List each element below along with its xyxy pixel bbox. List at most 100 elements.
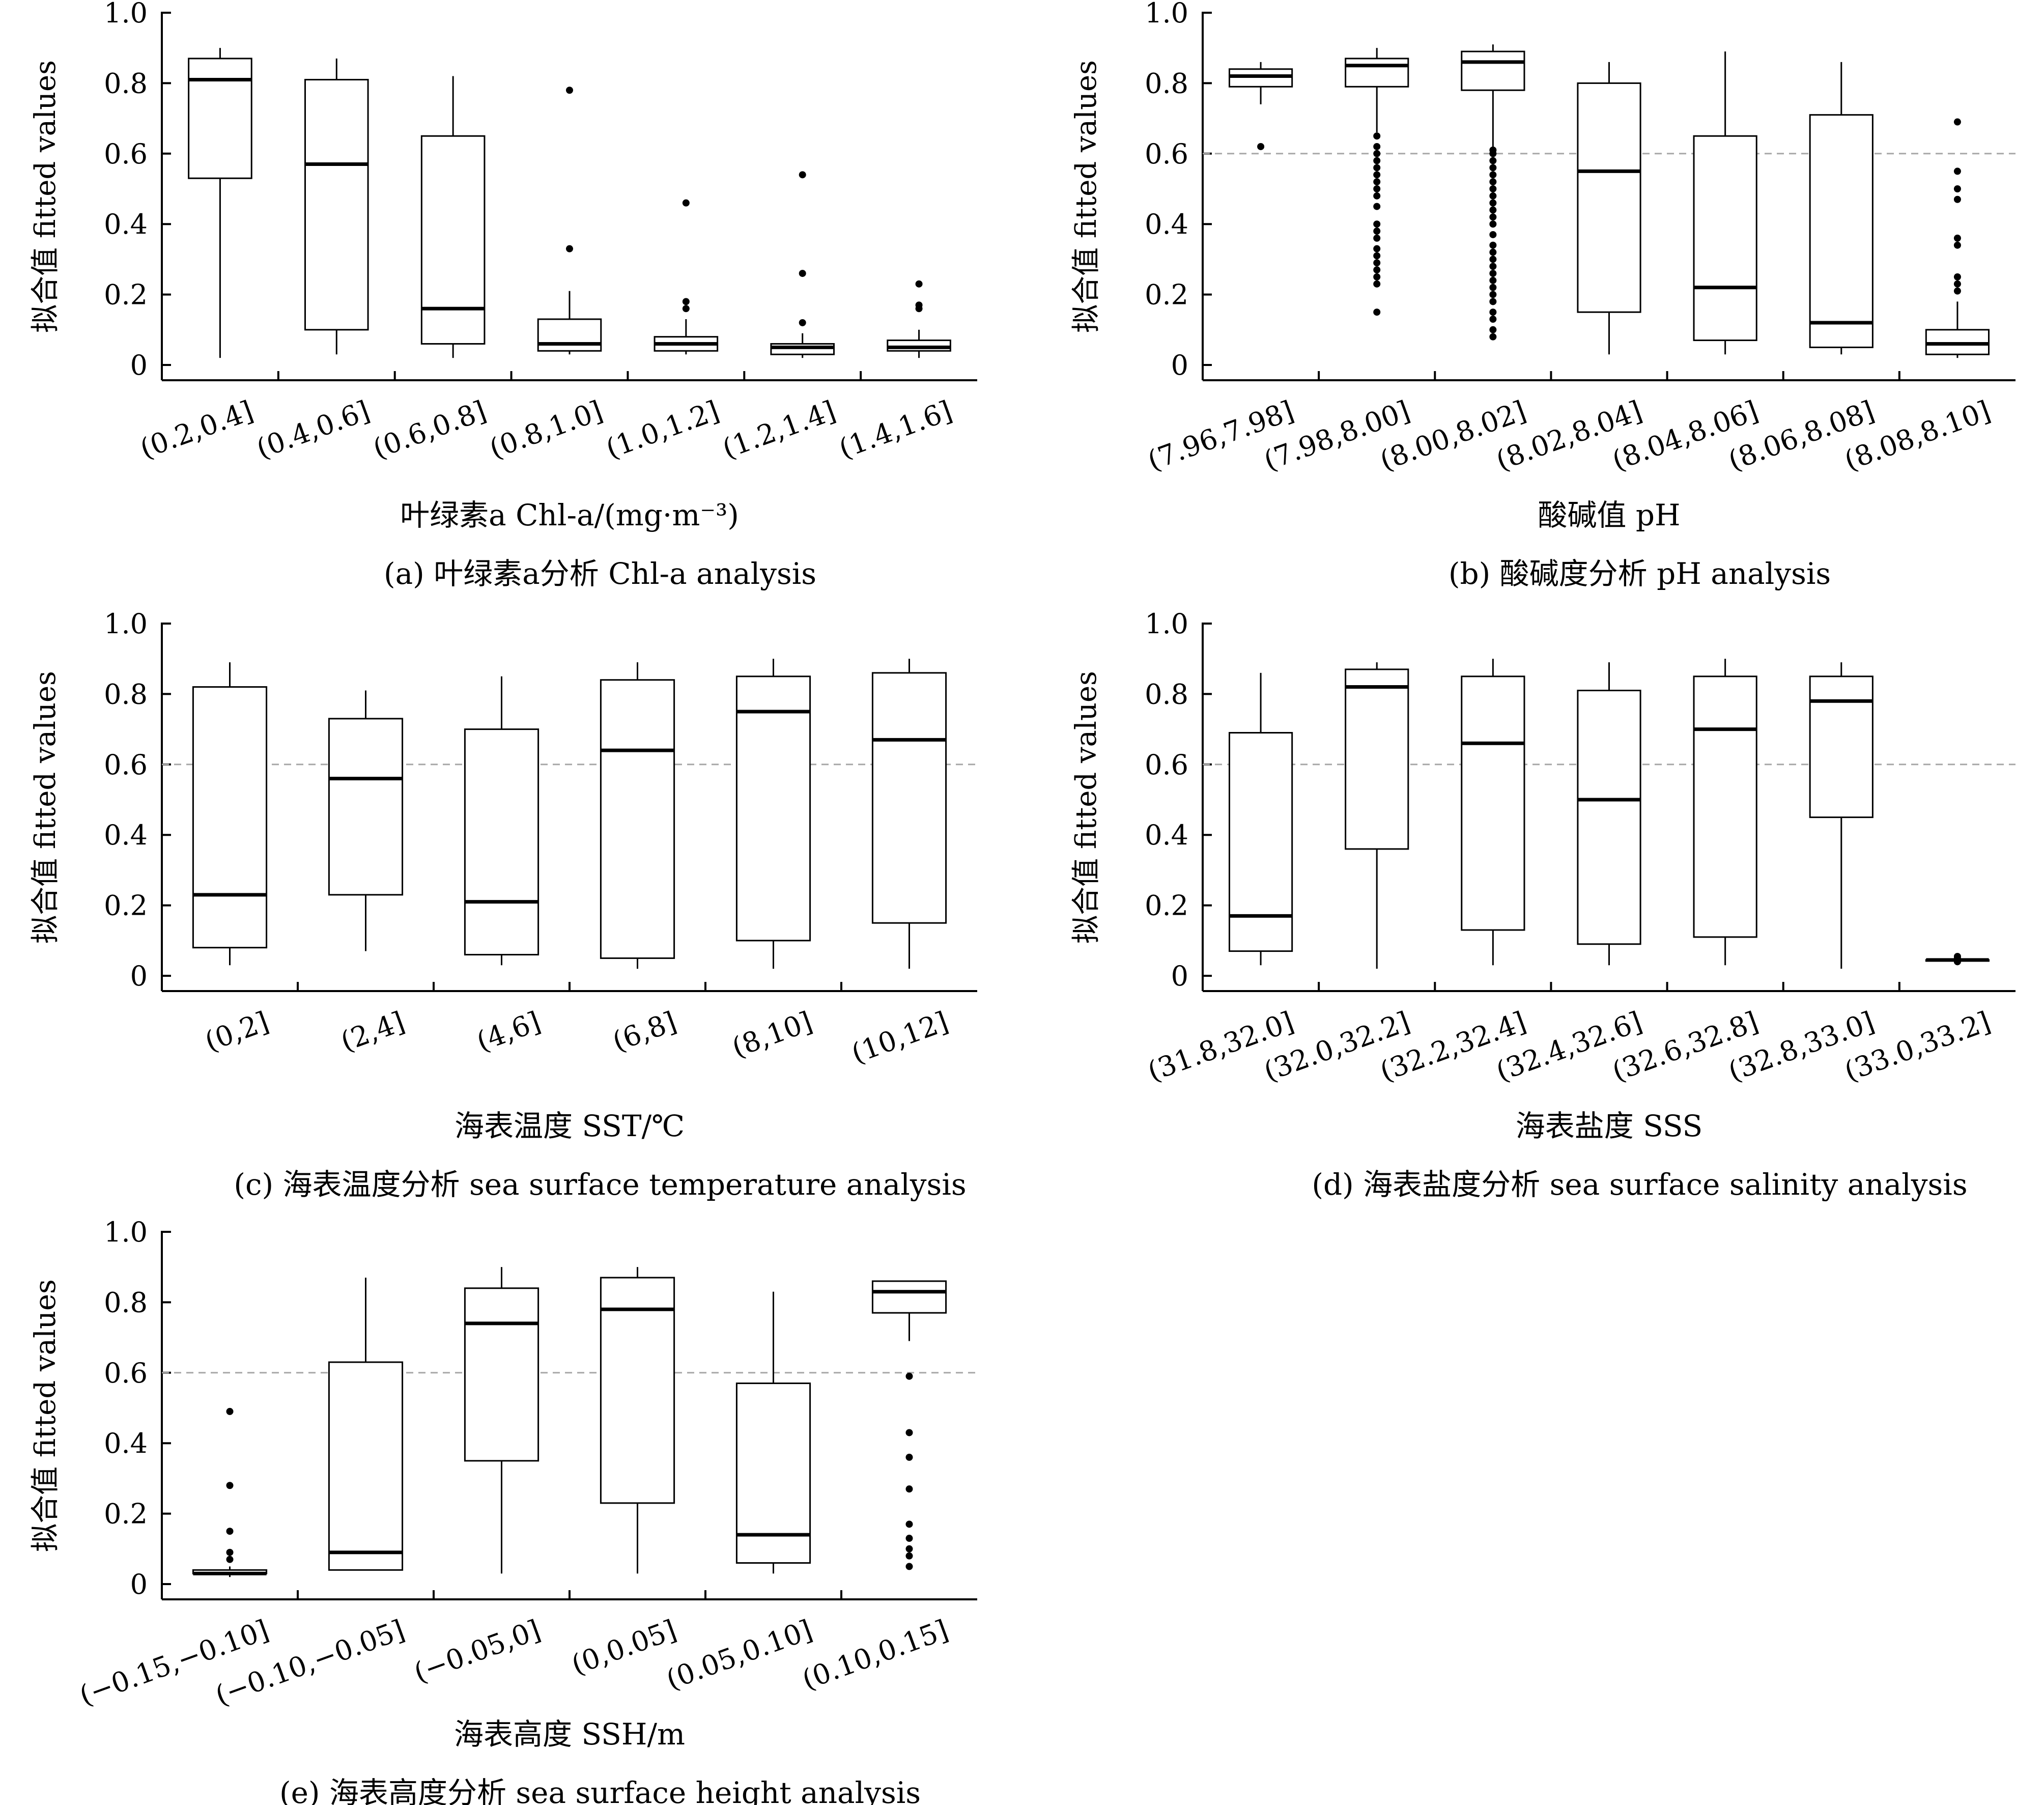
box-6 xyxy=(871,1280,947,1570)
box-7 xyxy=(1925,118,1990,358)
outlier-point xyxy=(1489,263,1497,270)
box-iqr xyxy=(600,679,675,959)
y-tick-label: 0.2 xyxy=(104,1498,148,1530)
y-tick-label: 0.2 xyxy=(104,279,148,311)
outlier-point xyxy=(1489,199,1497,207)
outlier-point xyxy=(905,1429,913,1436)
y-tick-label: 0.6 xyxy=(1145,138,1188,170)
box-3 xyxy=(464,1267,540,1574)
panel-caption: (a) 叶绿素a分析 Chl-a analysis xyxy=(384,556,816,591)
outlier-point xyxy=(1373,259,1381,267)
outlier-point xyxy=(1373,143,1381,150)
y-axis-label: 拟合值 fitted values xyxy=(29,60,62,333)
outlier-point xyxy=(1489,231,1497,238)
box-iqr xyxy=(1693,135,1757,342)
y-tick-label: 1.0 xyxy=(104,608,148,640)
outlier-point xyxy=(1489,291,1497,298)
y-tick-label: 0 xyxy=(1171,349,1188,381)
outlier-point xyxy=(1257,143,1265,150)
outlier-point xyxy=(799,319,806,326)
y-axis-label: 拟合值 fitted values xyxy=(1070,60,1103,333)
y-tick-label: 0.8 xyxy=(104,678,148,710)
box-2 xyxy=(328,690,404,951)
x-tick-label: (0.05,0.10] xyxy=(662,1614,816,1696)
box-6 xyxy=(871,659,947,969)
x-tick-label: (0.6,0.8] xyxy=(369,394,491,465)
outlier-point xyxy=(566,87,573,94)
outlier-point xyxy=(1489,276,1497,284)
y-tick-label: 0.6 xyxy=(104,138,148,170)
box-5 xyxy=(735,659,811,969)
y-tick-label: 0.8 xyxy=(1145,678,1188,710)
box-2 xyxy=(1345,48,1409,316)
box-1 xyxy=(1228,672,1293,966)
x-axis-label: 叶绿素a Chl-a/(mg·m⁻³) xyxy=(400,498,739,532)
outlier-point xyxy=(1489,178,1497,186)
box-5 xyxy=(1693,659,1757,966)
outlier-point xyxy=(1489,150,1497,157)
box-iqr xyxy=(1809,114,1873,348)
outlier-point xyxy=(1489,333,1497,341)
box-3 xyxy=(1461,44,1525,341)
box-3 xyxy=(1461,659,1525,966)
y-tick-label: 0 xyxy=(1171,960,1188,992)
box-iqr xyxy=(1461,50,1525,91)
box-2 xyxy=(304,58,369,355)
x-tick-label: (6,8] xyxy=(608,1005,680,1058)
box-iqr xyxy=(464,1287,540,1462)
outlier-point xyxy=(799,270,806,277)
box-iqr xyxy=(537,318,602,352)
outlier-point xyxy=(905,1552,913,1560)
x-tick-label: (1.0,1.2] xyxy=(602,394,723,465)
outlier-point xyxy=(1489,220,1497,228)
outlier-point xyxy=(1373,171,1381,179)
y-tick-label: 0.2 xyxy=(104,890,148,922)
outlier-point xyxy=(1489,256,1497,263)
x-axis-label: 海表温度 SST/℃ xyxy=(455,1109,685,1143)
outlier-point xyxy=(1373,308,1381,316)
box-7 xyxy=(1925,952,1990,966)
y-tick-label: 0.2 xyxy=(1145,890,1188,922)
outlier-point xyxy=(1489,308,1497,316)
outlier-point xyxy=(1489,192,1497,200)
y-tick-label: 0 xyxy=(130,349,148,381)
outlier-point xyxy=(1489,213,1497,221)
outlier-point xyxy=(905,1535,913,1542)
y-tick-label: 0.4 xyxy=(104,819,148,851)
y-axis-label: 拟合值 fitted values xyxy=(29,671,62,944)
outlier-point xyxy=(1373,266,1381,274)
box-iqr xyxy=(1577,82,1641,313)
outlier-point xyxy=(1489,326,1497,333)
outlier-point xyxy=(1953,185,1961,192)
outlier-point xyxy=(1489,316,1497,323)
outlier-point xyxy=(915,280,923,288)
outlier-point xyxy=(905,1453,913,1461)
outlier-point xyxy=(1489,241,1497,249)
box-4 xyxy=(600,1267,675,1574)
outlier-point xyxy=(799,171,806,179)
outlier-point xyxy=(1373,228,1381,235)
box-1 xyxy=(188,48,252,358)
outlier-point xyxy=(1373,178,1381,186)
box-iqr xyxy=(1228,732,1293,952)
outlier-point xyxy=(682,305,690,313)
y-tick-label: 0.2 xyxy=(1145,279,1188,311)
box-iqr xyxy=(1345,668,1409,850)
outlier-point xyxy=(1373,164,1381,172)
box-iqr xyxy=(328,1361,404,1571)
y-tick-label: 0.8 xyxy=(1145,67,1188,99)
outlier-point xyxy=(1953,195,1961,203)
x-axis-label: 酸碱值 pH xyxy=(1538,498,1680,532)
outlier-point xyxy=(1489,248,1497,256)
y-tick-label: 0.4 xyxy=(104,1427,148,1459)
box-iqr xyxy=(1809,675,1873,819)
box-5 xyxy=(1693,51,1757,355)
x-axis-label: 海表高度 SSH/m xyxy=(454,1717,685,1752)
panel-caption: (b) 酸碱度分析 pH analysis xyxy=(1449,556,1831,591)
outlier-point xyxy=(226,1482,234,1489)
box-4 xyxy=(1577,662,1641,966)
box-iqr xyxy=(328,718,404,896)
y-tick-label: 0 xyxy=(130,1568,148,1600)
y-tick-label: 0.4 xyxy=(1145,208,1188,240)
